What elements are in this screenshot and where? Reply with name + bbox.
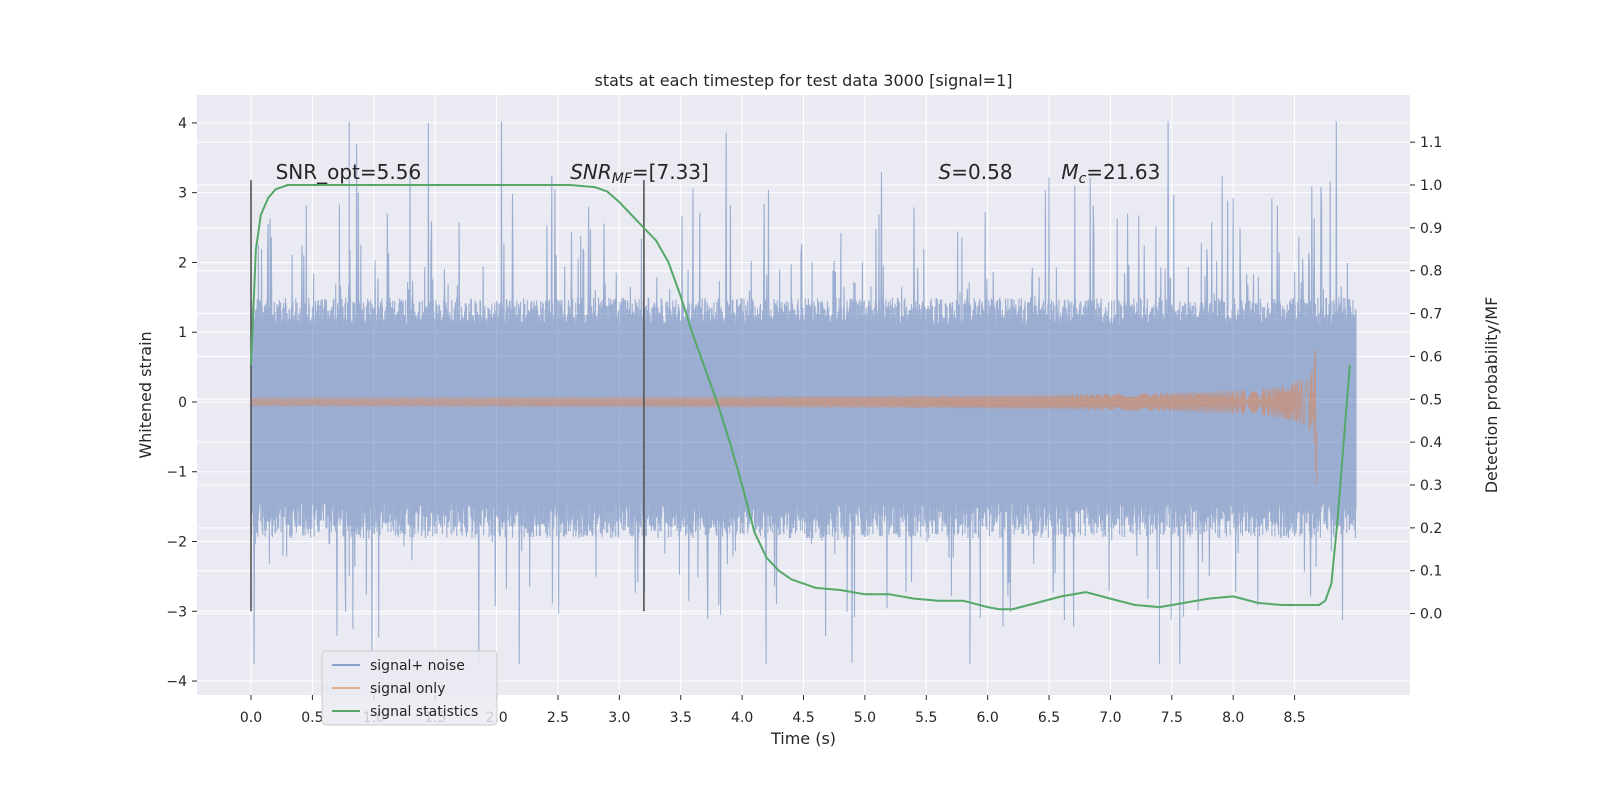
y-right-tick-label: 0.2 [1420,521,1442,537]
y-left-tick-label: 4 [178,116,187,132]
y-right-tick-label: 1.0 [1420,178,1442,194]
x-tick-label: 3.5 [670,710,692,726]
x-tick-label: 4.0 [731,710,753,726]
annotation-s-stat: S=0.58 [939,160,1013,184]
x-tick-label: 8.5 [1283,710,1305,726]
x-axis-label: Time (s) [770,729,836,748]
y-right-tick-label: 0.6 [1420,349,1442,365]
x-tick-label: 4.5 [792,710,814,726]
axis-ticks: 0.00.51.01.52.02.53.03.54.04.55.05.56.06… [166,116,1442,726]
x-tick-label: 5.5 [915,710,937,726]
annotation-snr-mf: SNRMF=[7.33] [570,160,709,187]
y-axis-label-left: Whitened strain [136,331,155,458]
legend-box [321,650,498,726]
y-right-tick-label: 0.3 [1420,478,1442,494]
y-left-tick-label: −3 [166,604,187,620]
series-signal-only [250,349,1318,486]
y-left-tick-label: 3 [178,186,187,202]
x-tick-label: 2.5 [547,710,569,726]
vertical-markers [250,180,645,612]
x-tick-label: 7.5 [1161,710,1183,726]
y-left-tick-label: 1 [178,325,187,341]
legend-label-1: signal only [370,681,445,697]
x-tick-label: 5.0 [854,710,876,726]
y-right-tick-label: 0.8 [1420,264,1442,280]
x-tick-label: 7.0 [1099,710,1121,726]
y-right-tick-label: 0.0 [1420,607,1442,623]
series-signal-statistics [250,184,1351,611]
legend-label-0: signal+ noise [370,658,465,674]
x-tick-label: 6.0 [977,710,999,726]
annotation-mc: Mc=21.63 [1061,160,1160,187]
annotations: SNR_opt=5.56 SNRMF=[7.33] S=0.58 Mc=21.63 [276,160,1161,187]
y-left-tick-label: −1 [166,465,187,481]
x-tick-label: 3.0 [608,710,630,726]
x-tick-label: 6.5 [1038,710,1060,726]
y-right-tick-label: 0.7 [1420,307,1442,323]
x-tick-label: 0.0 [240,710,262,726]
y-right-tick-label: 1.1 [1420,135,1442,151]
x-tick-label: 0.5 [301,710,323,726]
signal-series [250,349,1318,486]
legend: signal+ noise signal only signal statistic… [321,650,498,726]
y-right-tick-label: 0.4 [1420,435,1442,451]
y-left-tick-label: −4 [166,674,187,690]
y-left-tick-label: 2 [178,255,187,271]
chart-title: stats at each timestep for test data 300… [594,71,1012,90]
y-right-tick-label: 0.5 [1420,392,1442,408]
y-left-tick-label: −2 [166,535,187,551]
y-right-tick-label: 0.9 [1420,221,1442,237]
y-right-tick-label: 0.1 [1420,564,1442,580]
annotation-snr-opt: SNR_opt=5.56 [276,160,422,184]
y-axis-label-right: Detection probability/MF [1482,297,1501,494]
legend-label-2: signal statistics [370,704,478,720]
x-tick-label: 8.0 [1222,710,1244,726]
stats-series [250,184,1351,611]
y-left-tick-label: 0 [178,395,187,411]
